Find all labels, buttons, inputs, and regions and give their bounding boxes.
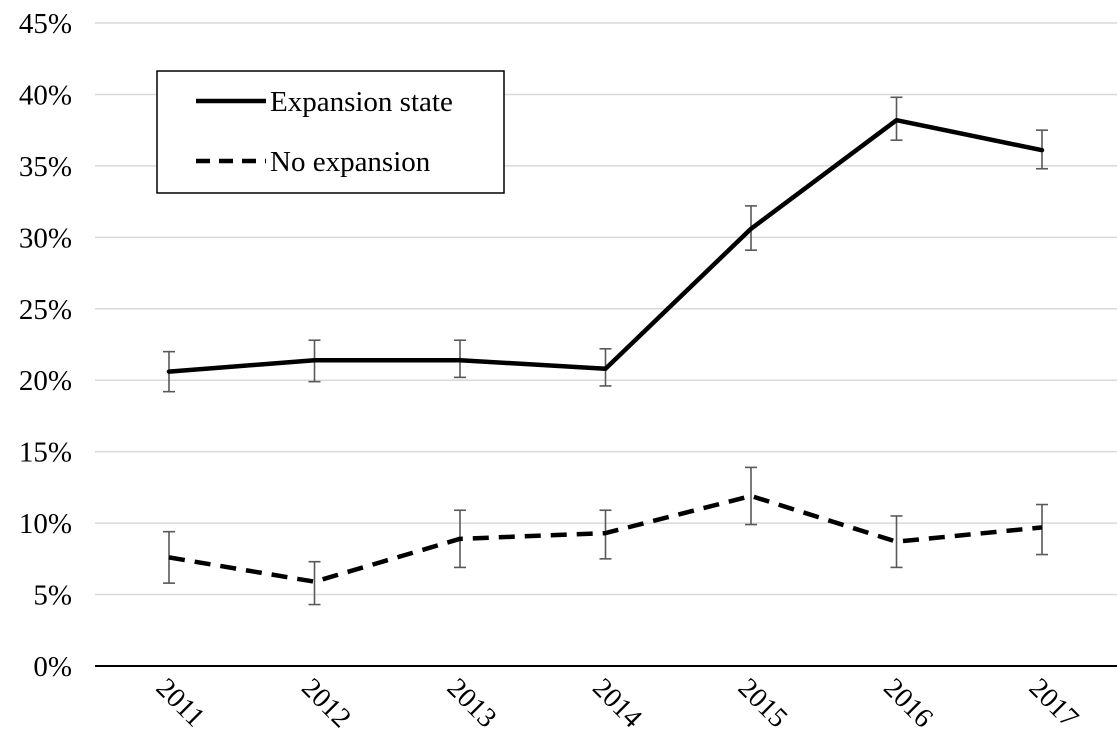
x-tick-label: 2012 bbox=[295, 672, 357, 734]
y-tick-label: 35% bbox=[19, 151, 72, 183]
y-tick-label: 40% bbox=[19, 79, 72, 111]
x-tick-label: 2015 bbox=[732, 672, 794, 734]
y-tick-label: 30% bbox=[19, 222, 72, 254]
x-tick-label: 2016 bbox=[877, 672, 939, 734]
legend: Expansion state No expansion bbox=[157, 71, 504, 193]
x-tick-label: 2014 bbox=[586, 672, 648, 734]
legend-label: No expansion bbox=[270, 146, 431, 178]
y-tick-label: 10% bbox=[19, 508, 72, 540]
y-tick-label: 0% bbox=[33, 651, 72, 683]
y-tick-label: 20% bbox=[19, 365, 72, 397]
x-tick-label: 2013 bbox=[441, 672, 503, 734]
y-tick-label: 15% bbox=[19, 437, 72, 469]
legend-label: Expansion state bbox=[270, 86, 453, 118]
y-tick-label: 25% bbox=[19, 294, 72, 326]
y-tick-label: 45% bbox=[19, 8, 72, 40]
x-tick-label: 2011 bbox=[150, 672, 211, 733]
y-tick-label: 5% bbox=[33, 580, 72, 612]
x-tick-label: 2017 bbox=[1023, 672, 1085, 734]
